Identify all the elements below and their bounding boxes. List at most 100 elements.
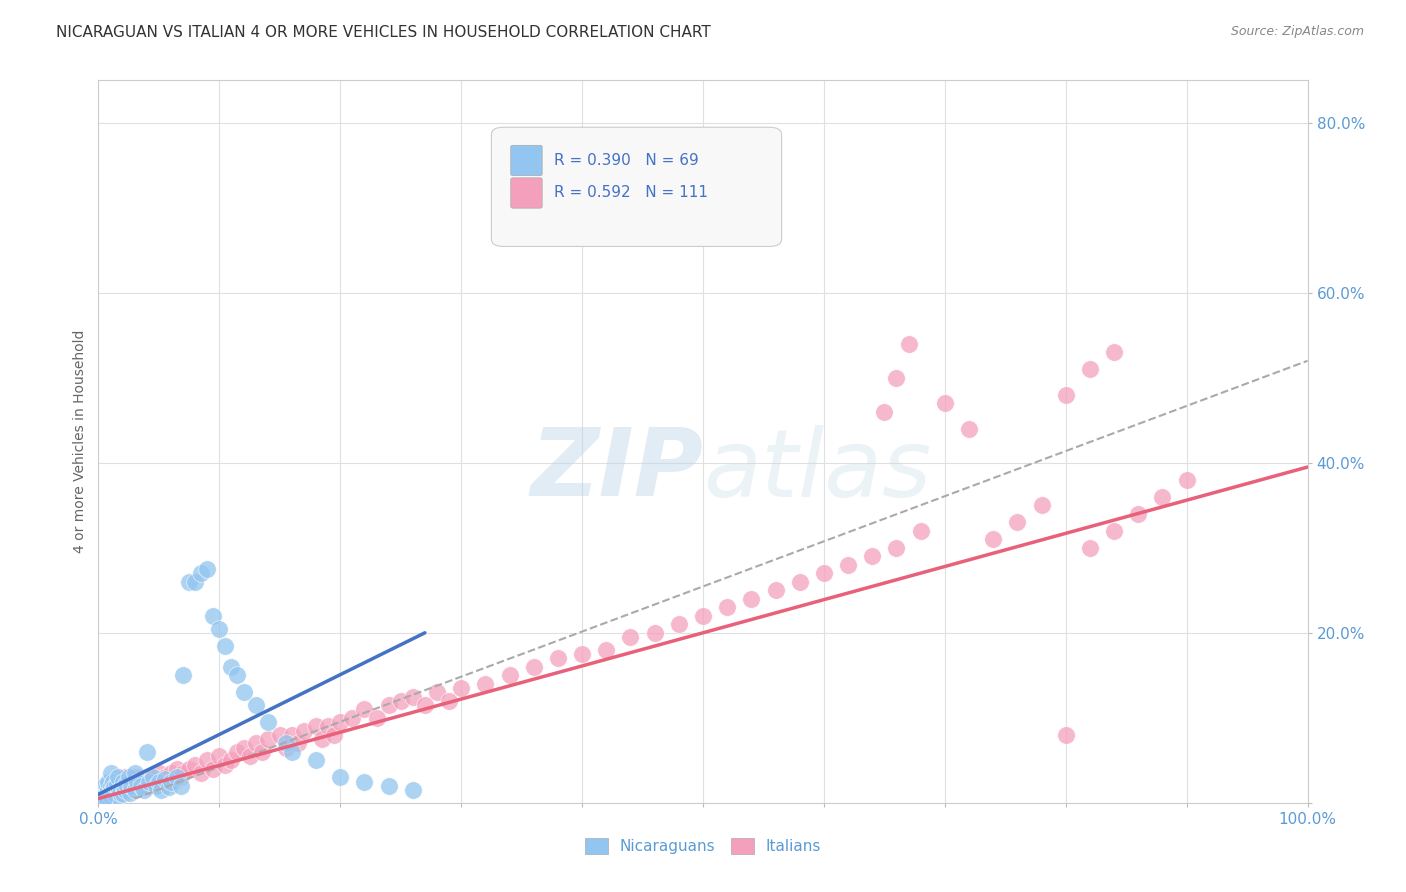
Point (150, 783, 173, 797)
Point (523, 660, 546, 674)
Point (957, 422, 980, 436)
Point (342, 711, 364, 725)
Point (981, 533, 1004, 547)
Point (202, 608, 225, 623)
Point (101, 774, 124, 789)
Point (97, 780, 120, 795)
Point (1031, 498, 1053, 512)
Point (239, 749, 262, 764)
Point (450, 681, 472, 695)
Point (934, 396, 956, 410)
Point (90, 787, 112, 801)
Point (101, 786, 124, 800)
Point (162, 774, 184, 789)
Point (886, 371, 908, 385)
Point (281, 728, 304, 742)
Text: Source: ZipAtlas.com: Source: ZipAtlas.com (1230, 25, 1364, 38)
Point (120, 779, 142, 793)
Point (190, 766, 212, 780)
Point (269, 728, 291, 742)
Legend: Nicaraguans, Italians: Nicaraguans, Italians (579, 832, 827, 860)
Point (111, 787, 134, 801)
Point (190, 566, 212, 581)
Point (232, 740, 254, 755)
Point (292, 723, 315, 738)
Point (179, 762, 201, 776)
Point (1152, 490, 1174, 504)
Point (138, 774, 160, 789)
Point (595, 642, 617, 657)
Point (437, 694, 460, 708)
Point (157, 780, 180, 795)
Point (93, 791, 115, 805)
Point (329, 714, 352, 729)
Point (245, 736, 267, 750)
FancyBboxPatch shape (510, 178, 543, 208)
Point (129, 779, 152, 793)
Point (221, 753, 243, 767)
Point (179, 574, 201, 589)
Point (118, 783, 141, 797)
Point (160, 774, 183, 789)
Point (142, 770, 165, 784)
Point (184, 757, 207, 772)
Point (117, 779, 139, 793)
Point (1054, 388, 1077, 402)
Point (274, 740, 297, 755)
Point (94, 786, 117, 800)
Point (153, 770, 176, 784)
Point (897, 336, 920, 351)
Text: R = 0.592   N = 111: R = 0.592 N = 111 (554, 186, 709, 201)
Point (112, 780, 135, 795)
Point (169, 779, 191, 793)
Point (377, 698, 399, 712)
Point (111, 774, 134, 789)
Point (426, 685, 449, 699)
Point (91, 783, 114, 797)
Point (172, 766, 194, 780)
Text: R = 0.390   N = 69: R = 0.390 N = 69 (554, 153, 699, 168)
Point (402, 783, 425, 797)
Point (311, 732, 333, 747)
Point (105, 789, 128, 803)
Point (98, 787, 121, 801)
Point (619, 630, 641, 644)
Point (402, 690, 425, 704)
Point (166, 770, 188, 784)
Point (413, 698, 436, 712)
Point (1128, 507, 1150, 521)
Point (353, 702, 375, 716)
Point (107, 770, 129, 784)
Point (1102, 524, 1125, 538)
Point (142, 772, 165, 786)
Point (910, 524, 932, 538)
Point (135, 770, 157, 784)
Point (91, 791, 114, 805)
Point (103, 786, 125, 800)
Point (256, 714, 278, 729)
Point (93, 789, 115, 803)
Point (287, 736, 309, 750)
Point (389, 694, 412, 708)
Point (103, 780, 125, 795)
Point (860, 549, 883, 564)
Point (127, 779, 149, 793)
Point (96, 790, 118, 805)
Point (90, 787, 112, 801)
FancyBboxPatch shape (492, 128, 782, 246)
Point (716, 600, 738, 615)
Point (131, 780, 153, 795)
Point (135, 745, 157, 759)
Point (281, 745, 304, 759)
Point (118, 774, 141, 789)
Point (96, 786, 118, 800)
Point (226, 745, 249, 759)
Point (110, 780, 132, 795)
Point (353, 774, 375, 789)
Text: ZIP: ZIP (530, 425, 703, 516)
Point (107, 783, 129, 797)
Y-axis label: 4 or more Vehicles in Household: 4 or more Vehicles in Household (73, 330, 87, 553)
Point (94, 779, 117, 793)
Point (100, 783, 122, 797)
Point (124, 766, 146, 780)
